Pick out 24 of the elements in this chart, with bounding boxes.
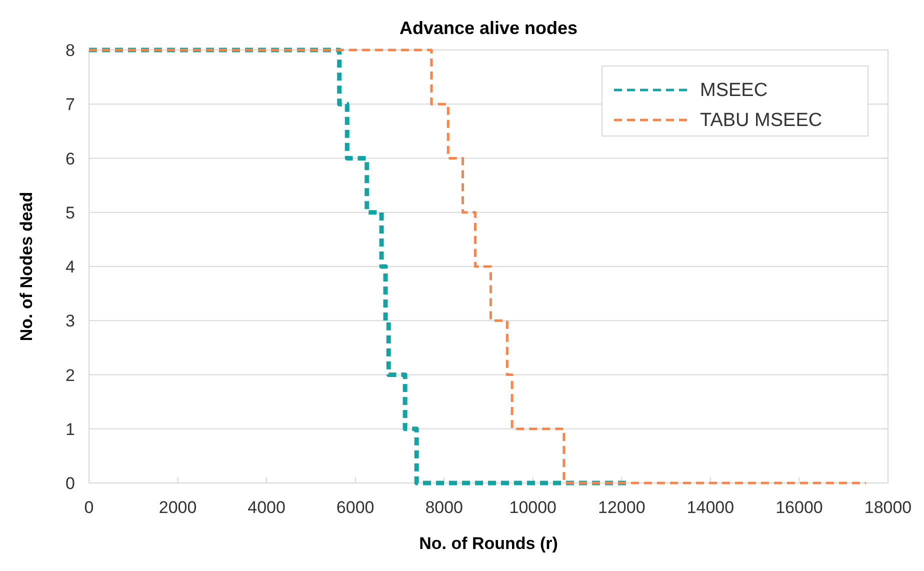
x-tick-label: 18000	[864, 498, 912, 517]
x-tick-label: 0	[84, 498, 94, 517]
x-tick-label: 2000	[158, 498, 197, 517]
y-tick-label: 2	[66, 366, 75, 385]
legend-label: TABU MSEEC	[700, 110, 822, 131]
y-tick-label: 5	[66, 203, 75, 222]
x-tick-label: 14000	[686, 498, 734, 517]
x-tick-label: 16000	[776, 498, 823, 517]
y-tick-label: 1	[66, 420, 75, 439]
y-axis-title: No. of Nodes dead	[17, 192, 36, 342]
y-tick-label: 4	[66, 258, 75, 276]
legend-label: MSEEC	[700, 80, 768, 101]
x-axis-title: No. of Rounds (r)	[419, 534, 558, 553]
chart-title: Advance alive nodes	[399, 18, 578, 38]
y-tick-label: 8	[66, 41, 75, 60]
x-tick-label: 8000	[425, 498, 464, 517]
x-tick-label: 6000	[336, 498, 374, 517]
y-tick-label: 3	[66, 312, 75, 331]
x-tick-label: 12000	[598, 498, 646, 517]
x-tick-label: 10000	[509, 498, 557, 517]
y-tick-label: 0	[66, 474, 75, 493]
x-tick-label: 4000	[248, 498, 286, 517]
y-tick-label: 6	[66, 149, 75, 168]
y-tick-label: 7	[66, 95, 75, 114]
